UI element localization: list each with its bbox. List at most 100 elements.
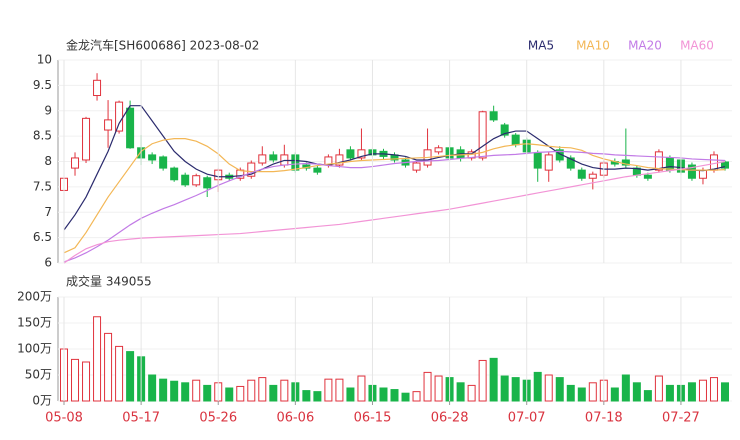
y-tick-label: 0万 <box>32 394 52 408</box>
candle-body <box>533 152 542 169</box>
volume-bar <box>643 390 652 402</box>
candle-body <box>621 159 630 166</box>
volume-bar <box>709 377 718 402</box>
volume-bar <box>126 351 135 402</box>
volume-bar <box>390 389 399 402</box>
volume-bar <box>357 375 366 402</box>
candle-body <box>115 101 124 132</box>
x-tick-label: 06-28 <box>431 411 469 426</box>
ma-line <box>63 105 726 231</box>
candle-body <box>82 117 91 161</box>
y-tick-label: 200万 <box>17 290 52 304</box>
volume-bar <box>588 382 597 402</box>
candle-body <box>588 173 597 179</box>
volume-bar <box>577 387 586 402</box>
y-tick-label: 6 <box>44 256 52 270</box>
y-tick-label: 100万 <box>17 342 52 356</box>
legend-entry: MA10 <box>576 39 610 53</box>
y-tick-label: 8.5 <box>33 129 52 143</box>
volume-bar <box>115 345 124 402</box>
candle-body <box>577 169 586 179</box>
candle-body <box>335 154 344 166</box>
volume-bar <box>379 387 388 402</box>
x-tick-label: 06-06 <box>276 411 314 426</box>
candle-body <box>687 164 696 179</box>
volume-bar <box>236 385 245 402</box>
x-tick-label: 07-18 <box>585 411 623 426</box>
volume-bar <box>203 384 212 402</box>
legend: MA5 MA10 MA20 MA60 <box>528 39 714 53</box>
volume-bar <box>258 377 267 402</box>
volume-bar <box>555 377 564 402</box>
volume-bar <box>467 384 476 402</box>
x-tick-label: 07-27 <box>662 411 700 426</box>
volume-bar <box>456 382 465 402</box>
volume-bar <box>621 374 630 402</box>
volume-bar <box>148 374 157 402</box>
legend-entry: MA60 <box>680 39 714 53</box>
volume-bar <box>104 332 113 402</box>
volume-title: 成交量 349055 <box>66 274 152 289</box>
volume-bar <box>544 374 553 402</box>
y-tick-label: 7.5 <box>33 179 52 193</box>
volume-bar <box>170 380 179 402</box>
volume-bar <box>247 379 256 402</box>
legend-entry: MA20 <box>628 39 662 53</box>
candle-body <box>148 154 157 161</box>
candle-body <box>71 157 80 169</box>
y-tick-label: 9 <box>44 103 52 117</box>
candle-body <box>93 79 102 97</box>
candle-body <box>654 151 663 171</box>
legend-entry: MA5 <box>528 39 554 53</box>
candle-body <box>357 149 366 159</box>
candle-body <box>698 169 707 179</box>
volume-bar <box>478 359 487 402</box>
candle-body <box>544 154 553 171</box>
volume-bar <box>489 357 498 402</box>
volume-bar <box>434 375 443 402</box>
x-tick-label: 05-08 <box>45 411 83 426</box>
candle-body <box>489 111 498 121</box>
ma-line <box>63 138 726 254</box>
volume-bar <box>225 387 234 402</box>
volume-bar <box>324 378 333 402</box>
volume-bar <box>192 379 201 402</box>
volume-bar <box>313 391 322 402</box>
volume-bar <box>721 382 729 402</box>
candle-body <box>511 134 520 146</box>
x-tick-label: 07-07 <box>508 411 546 426</box>
y-tick-label: 50万 <box>25 368 52 382</box>
candle-body <box>643 174 652 179</box>
chart-title: 金龙汽车[SH600686] 2023-08-02 <box>66 38 259 53</box>
volume-bar <box>698 379 707 402</box>
candle-body <box>247 162 256 177</box>
y-tick-label: 6.5 <box>33 230 52 244</box>
candle-body <box>500 124 509 136</box>
volume-bar <box>687 382 696 402</box>
candle-body <box>258 154 267 164</box>
candle-body <box>159 156 168 169</box>
y-tick-label: 8 <box>44 154 52 168</box>
volume-bar <box>401 392 410 402</box>
candle-body <box>269 154 278 161</box>
candle-body <box>412 162 421 171</box>
ma-line <box>63 160 726 264</box>
volume-bar <box>423 371 432 402</box>
candle-body <box>346 149 355 159</box>
volume-bar <box>269 384 278 402</box>
volume-bar <box>346 387 355 402</box>
candle-body <box>566 157 575 169</box>
y-tick-label: 9.5 <box>33 78 52 92</box>
x-tick-label: 05-26 <box>199 411 237 426</box>
volume-bar <box>654 375 663 402</box>
volume-bar <box>71 358 80 402</box>
volume-bar <box>93 316 102 402</box>
y-tick-label: 150万 <box>17 316 52 330</box>
volume-bar <box>159 378 168 402</box>
volume-bar <box>566 384 575 402</box>
candle-body <box>170 167 179 181</box>
candle-body <box>203 177 212 189</box>
candle-body <box>665 157 674 171</box>
volume-bar <box>533 371 542 402</box>
